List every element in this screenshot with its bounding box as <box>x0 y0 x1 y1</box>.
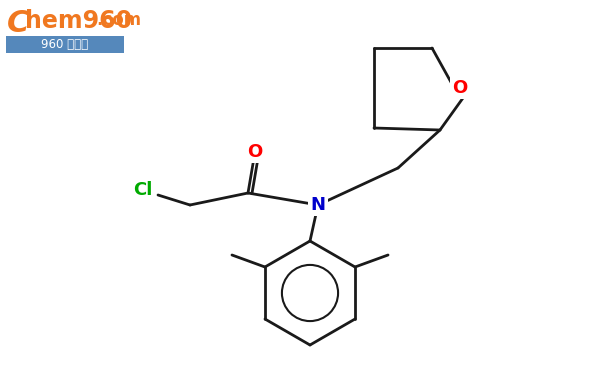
Text: C: C <box>7 9 30 38</box>
Text: O: O <box>453 79 468 97</box>
Text: O: O <box>247 143 263 161</box>
FancyBboxPatch shape <box>6 36 124 53</box>
Text: 960 化工网: 960 化工网 <box>41 38 88 51</box>
Text: N: N <box>310 196 325 214</box>
Text: Cl: Cl <box>133 181 152 199</box>
Text: .com: .com <box>96 11 141 29</box>
Text: hem960: hem960 <box>25 9 132 33</box>
